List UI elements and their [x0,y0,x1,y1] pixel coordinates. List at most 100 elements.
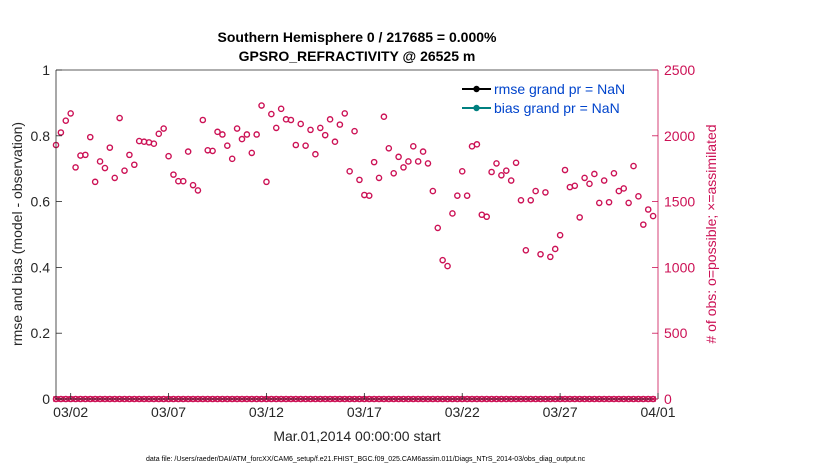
obs-point-possible [640,221,647,228]
obs-point-possible [463,192,471,199]
obs-point-possible [380,113,388,121]
obs-point-possible [131,161,138,169]
y-tick-label: 0.8 [31,128,51,144]
obs-point-possible [375,174,383,182]
y-axis-label: rmse and bias (model - observation) [9,122,25,346]
obs-point-possible [150,140,158,147]
obs-point-possible [72,164,79,171]
obs-point-possible [532,187,539,195]
obs-point-possible [493,160,500,167]
obs-point-possible [498,171,505,179]
x-tick-label: 03/27 [543,404,578,420]
obs-point-possible [488,168,495,176]
obs-point-possible [395,153,402,161]
obs-point-possible [522,246,530,254]
data-file-footnote: data file: /Users/raeder/DAI/ATM_forcXX/… [146,456,586,463]
obs-point-possible [341,110,349,117]
obs-point-possible [547,253,554,261]
x-tick-label: 03/17 [347,404,382,420]
obs-point-possible [390,170,398,177]
chart-subtitle: GPSRO_REFRACTIVITY @ 26525 m [239,48,476,64]
obs-point-possible [189,181,197,189]
plot-area [56,70,658,399]
y2-tick-label: 0 [664,391,672,407]
obs-point-possible [635,193,642,200]
obs-point-possible [571,182,579,190]
obs-point-possible [591,170,598,178]
obs-point-possible [400,164,407,171]
obs-point-possible [209,147,216,155]
obs-point-possible [454,192,461,199]
obs-point-possible [292,141,300,149]
obs-point-possible [111,174,119,182]
obs-point-possible [253,131,260,138]
obs-point-possible [67,110,74,117]
legend-marker-rmse [473,85,480,93]
x-tick-label: 03/22 [445,404,480,420]
obs-point-possible [595,199,603,207]
obs-point-possible [116,114,123,122]
y2-tick-label: 1500 [664,194,695,210]
obs-point-possible [551,245,559,253]
obs-point-possible [238,135,246,143]
y-tick-label: 0.2 [31,325,51,341]
obs-point-possible [287,116,295,124]
obs-point-possible [62,117,70,124]
obs-point-possible [537,250,544,258]
obs-point-possible [214,128,221,136]
x-tick-label: 03/02 [53,404,88,420]
x-ticks: 03/02 03/07 03/12 03/17 03/22 03/27 04/01 [53,393,676,420]
obs-point-possible [57,129,65,136]
y2-tick-label: 500 [664,325,688,341]
obs-point-possible [106,144,114,151]
obs-point-possible [184,148,192,155]
obs-point-possible [419,148,427,155]
obs-point-possible [620,185,628,192]
obs-point-possible [615,187,623,195]
obs-point-possible [517,196,525,204]
obs-point-possible [326,116,334,123]
obs-point-possible [439,256,446,264]
obs-point-possible [473,141,481,148]
obs-point-possible [268,110,275,118]
obs-point-possible [346,168,353,175]
obs-point-possible [561,166,569,174]
obs-point-possible [170,171,177,178]
legend: rmse grand pr = NaN bias grand pr = NaN [458,79,656,117]
obs-point-possible [356,176,363,184]
obs-point-possible [233,125,241,132]
obs-point-possible [409,143,417,150]
y2-tick-label: 2000 [664,128,695,144]
obs-point-possible [424,160,432,167]
y-tick-label: 1 [42,62,50,78]
obs-point-possible [644,206,652,213]
obs-point-possible [434,224,442,232]
obs-point-possible [331,138,339,146]
obs-point-possible [82,151,89,159]
obs-point-possible [312,150,319,158]
obs-point-possible [96,158,104,165]
obs-point-possible [91,178,99,186]
obs-point-possible [336,121,344,128]
obs-point-possible [101,164,109,172]
obs-point-possible [542,189,549,196]
obs-point-possible [365,192,373,199]
obs-point-possible [160,125,167,132]
obs-point-possible [165,152,172,160]
obs-point-possible [243,131,251,138]
obs-point-possible [483,213,490,221]
obs-point-possible [297,120,305,128]
obs-point-possible [248,149,256,157]
obs-point-possible [121,167,128,174]
obs-point-possible [385,145,393,152]
obs-point-possible [507,177,515,184]
legend-marker-bias [473,104,480,112]
obs-point-possible [321,131,329,139]
obs-point-possible [126,151,133,159]
obs-point-possible [512,159,520,167]
obs-point-possible [610,170,618,177]
obs-point-possible [351,127,358,135]
obs-point-possible [219,131,226,138]
obs-point-possible [405,158,412,165]
obs-point-possible [527,196,535,204]
